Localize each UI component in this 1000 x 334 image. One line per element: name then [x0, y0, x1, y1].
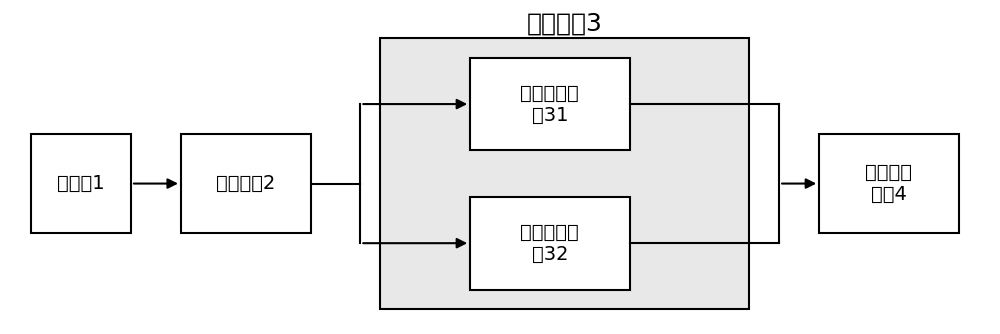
- FancyBboxPatch shape: [470, 58, 630, 150]
- FancyBboxPatch shape: [181, 134, 311, 233]
- Text: 编码模块2: 编码模块2: [216, 174, 275, 193]
- Text: 透镜组1: 透镜组1: [57, 174, 105, 193]
- FancyBboxPatch shape: [31, 134, 131, 233]
- Text: 图像重构
模块4: 图像重构 模块4: [865, 163, 912, 204]
- Text: 反射观测模
块32: 反射观测模 块32: [520, 223, 579, 264]
- FancyBboxPatch shape: [470, 197, 630, 290]
- FancyBboxPatch shape: [380, 38, 749, 309]
- Text: 观测模块3: 观测模块3: [527, 11, 603, 35]
- Text: 透射观测模
块31: 透射观测模 块31: [520, 84, 579, 125]
- FancyBboxPatch shape: [819, 134, 959, 233]
